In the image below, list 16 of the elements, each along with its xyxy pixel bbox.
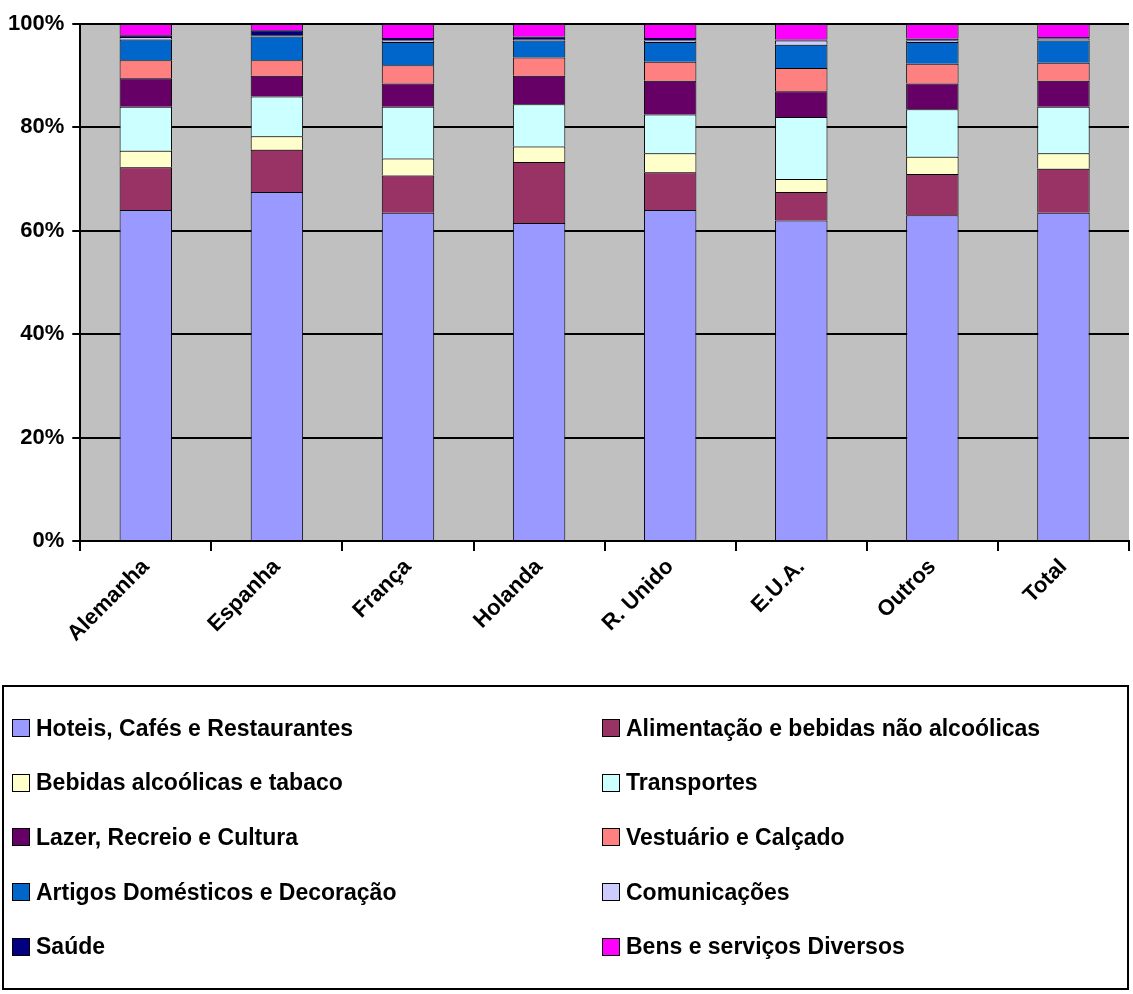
legend-label: Bens e serviços Diversos [626, 933, 905, 961]
legend-label: Comunicações [626, 878, 790, 906]
legend-label: Alimentação e bebidas não alcoólicas [626, 714, 1041, 742]
y-tick-label: 40% [20, 320, 65, 346]
y-tick-label: 0% [32, 527, 65, 553]
legend-label: Artigos Domésticos e Decoração [36, 878, 397, 906]
y-tick-label: 100% [7, 10, 65, 36]
legend-label: Lazer, Recreio e Cultura [36, 823, 299, 851]
y-tick-label: 20% [20, 423, 65, 449]
legend-label: Saúde [36, 933, 106, 961]
legend-label: Bebidas alcoólicas e tabaco [36, 769, 343, 797]
y-tick-label: 60% [20, 216, 65, 242]
legend-label: Vestuário e Calçado [626, 823, 845, 851]
y-tick-label: 80% [20, 113, 65, 139]
legend-label: Hoteis, Cafés e Restaurantes [36, 714, 354, 742]
legend-label: Transportes [626, 769, 758, 797]
